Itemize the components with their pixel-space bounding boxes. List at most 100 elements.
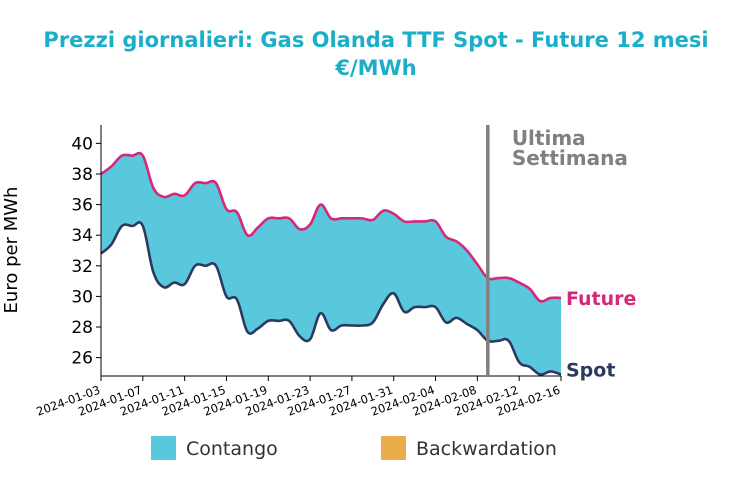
- spot-point: [131, 225, 134, 228]
- legend-swatch-contango: [151, 436, 176, 460]
- spot-point: [392, 292, 395, 295]
- future-point: [215, 182, 218, 185]
- spot-point: [340, 324, 343, 327]
- future-point: [403, 220, 406, 223]
- future-point: [225, 208, 228, 211]
- spot-point: [298, 335, 301, 338]
- future-point: [361, 217, 364, 220]
- spot-point: [225, 295, 228, 298]
- future-point: [528, 287, 531, 290]
- spot-point: [121, 225, 124, 228]
- y-tick-label: 34: [71, 226, 93, 246]
- chart-subtitle: €/MWh: [334, 56, 416, 80]
- future-point: [351, 217, 354, 220]
- future-point: [507, 277, 510, 280]
- plot-area: 26283032343638402024-01-032024-01-072024…: [34, 125, 636, 419]
- future-point: [445, 235, 448, 238]
- future-point: [277, 217, 280, 220]
- legend-label-backwardation: Backwardation: [416, 438, 557, 460]
- future-point: [372, 219, 375, 222]
- y-tick-label: 28: [71, 318, 93, 338]
- spot-point: [277, 320, 280, 323]
- future-point: [194, 182, 197, 185]
- future-point: [497, 277, 500, 280]
- spot-point: [309, 338, 312, 341]
- future-line: [100, 151, 562, 303]
- spot-point: [351, 324, 354, 327]
- spot-point: [539, 373, 542, 376]
- last-week-label: Settimana: [512, 146, 628, 170]
- spot-point: [382, 303, 385, 306]
- future-point: [173, 193, 176, 196]
- spot-point: [246, 330, 249, 333]
- future-point: [455, 240, 458, 243]
- future-point: [424, 220, 427, 223]
- future-point: [392, 212, 395, 215]
- y-tick-label: 38: [71, 165, 93, 185]
- spot-point: [319, 312, 322, 315]
- spot-point: [152, 271, 155, 274]
- future-point: [549, 297, 552, 300]
- spot-point: [413, 306, 416, 309]
- future-label: Future: [566, 288, 636, 310]
- spot-point: [455, 317, 458, 320]
- spot-point: [330, 329, 333, 332]
- spot-point: [142, 225, 145, 228]
- future-point: [330, 217, 333, 220]
- future-point: [246, 234, 249, 237]
- legend-label-contango: Contango: [186, 438, 278, 460]
- future-point: [319, 203, 322, 206]
- spot-point: [560, 373, 563, 376]
- spot-point: [361, 324, 364, 327]
- spot-point: [445, 321, 448, 324]
- spot-point: [257, 327, 260, 330]
- spot-point: [497, 339, 500, 342]
- future-point: [110, 165, 113, 168]
- future-point: [476, 263, 479, 266]
- spot-point: [183, 283, 186, 286]
- future-point: [204, 182, 207, 185]
- spot-point: [173, 281, 176, 284]
- future-point: [267, 217, 270, 220]
- y-tick-label: 36: [71, 196, 93, 216]
- spot-label: Spot: [566, 359, 615, 381]
- spot-point: [288, 320, 291, 323]
- legend: Contango Backwardation: [151, 436, 557, 460]
- legend-swatch-backwardation: [381, 436, 406, 460]
- spot-point: [434, 306, 437, 309]
- future-point: [142, 154, 145, 157]
- spot-line: [100, 221, 562, 376]
- future-point: [413, 220, 416, 223]
- future-point: [236, 211, 239, 214]
- spot-point: [528, 366, 531, 369]
- contango-area: [101, 153, 561, 375]
- spot-point: [110, 243, 113, 246]
- spot-point: [372, 321, 375, 324]
- chart-title: Prezzi giornalieri: Gas Olanda TTF Spot …: [43, 28, 708, 52]
- future-point: [466, 249, 469, 252]
- future-point: [288, 217, 291, 220]
- y-tick-label: 32: [71, 257, 93, 277]
- future-point: [162, 196, 165, 199]
- spot-point: [204, 265, 207, 268]
- future-point: [257, 226, 260, 229]
- y-axis-label: Euro per MWh: [1, 187, 22, 314]
- future-point: [121, 154, 124, 157]
- spot-point: [215, 265, 218, 268]
- spot-point: [403, 310, 406, 313]
- spot-point: [476, 329, 479, 332]
- spot-point: [162, 286, 165, 289]
- spot-point: [466, 323, 469, 326]
- spot-point: [424, 306, 427, 309]
- future-point: [340, 217, 343, 220]
- future-point: [183, 194, 186, 197]
- y-tick-label: 26: [71, 349, 93, 369]
- future-point: [434, 220, 437, 223]
- future-point: [131, 154, 134, 157]
- spot-point: [507, 339, 510, 342]
- future-point: [382, 209, 385, 212]
- spot-point: [549, 370, 552, 373]
- last-week-label: Ultima: [512, 126, 586, 150]
- y-tick-label: 30: [71, 287, 93, 307]
